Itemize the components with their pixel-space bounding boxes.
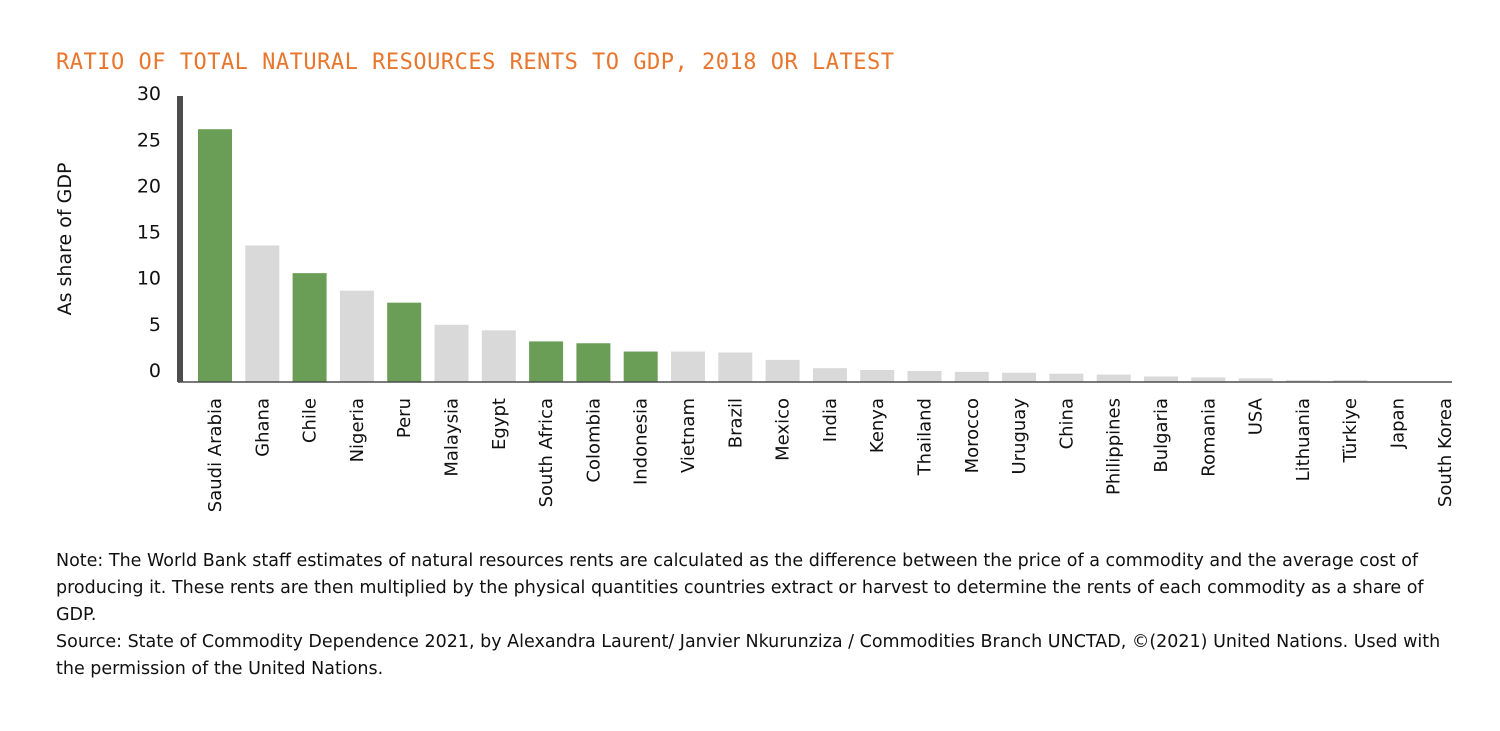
x-axis-labels: Saudi Arabia Ghana Chile Nigeria Peru Malaysi…: [205, 397, 1456, 512]
bar: [812, 368, 847, 382]
x-tick-label: Malaysia: [442, 398, 463, 477]
y-tick-label: 5: [149, 314, 161, 336]
bar: [954, 371, 989, 382]
source-text: Source: State of Commodity Dependence 20…: [56, 632, 1441, 679]
bar: [765, 359, 800, 382]
x-tick-label: South Africa: [536, 398, 557, 507]
x-tick-label: Indonesia: [631, 398, 652, 485]
x-tick-label: Vietnam: [678, 398, 699, 473]
y-tick-label: 30: [137, 83, 161, 105]
bar: [434, 324, 469, 382]
x-tick-label: Brazil: [725, 398, 746, 448]
x-tick-label: Thailand: [915, 398, 936, 476]
bar: [529, 341, 564, 382]
x-tick-label: Türkiye: [1340, 398, 1361, 464]
bars: [198, 129, 1368, 382]
bar: [718, 352, 753, 382]
bar: [907, 370, 942, 382]
x-tick-label: Saudi Arabia: [205, 398, 226, 512]
bar: [1285, 380, 1320, 382]
bar: [1333, 380, 1368, 382]
x-tick-label: South Korea: [1435, 398, 1456, 507]
bar: [1144, 376, 1178, 382]
bar: [1049, 373, 1084, 382]
bar: [576, 343, 611, 382]
x-tick-label: Ghana: [252, 398, 273, 457]
y-tick-label: 25: [137, 129, 161, 151]
bar: [245, 245, 280, 382]
bar: [481, 330, 516, 382]
y-tick-label: 20: [137, 175, 161, 197]
x-tick-label: Colombia: [583, 398, 604, 483]
bar: [1191, 377, 1226, 382]
bar: [198, 129, 232, 382]
x-tick-label: Peru: [394, 398, 415, 438]
bar: [623, 351, 658, 382]
x-tick-label: Egypt: [489, 398, 510, 450]
x-tick-label: Morocco: [962, 398, 983, 473]
notes-block: Note: The World Bank staff estimates of …: [56, 548, 1456, 683]
x-tick-label: Mexico: [773, 398, 794, 461]
bar: [387, 302, 422, 382]
x-tick-label: Nigeria: [347, 398, 368, 462]
bar: [1096, 374, 1131, 382]
note-text: Note: The World Bank staff estimates of …: [56, 551, 1424, 625]
bar: [1002, 372, 1037, 382]
y-axis-label: As share of GDP: [54, 163, 76, 316]
x-tick-label: India: [820, 398, 841, 442]
x-tick-label: Chile: [300, 398, 321, 443]
chart-title: RATIO OF TOTAL NATURAL RESOURCES RENTS T…: [56, 50, 895, 75]
bar-chart: 0 5 10 15 20 25 30 Saudi Arabia Ghana Chile Niger…: [54, 83, 1456, 512]
y-axis-ticks: 0 5 10 15 20 25 30: [137, 83, 161, 382]
x-tick-label: Japan: [1388, 398, 1409, 449]
x-tick-label: Bulgaria: [1151, 398, 1172, 473]
x-tick-label: China: [1056, 398, 1077, 449]
y-tick-label: 0: [149, 360, 161, 382]
x-tick-label: USA: [1246, 397, 1267, 435]
x-tick-label: Lithuania: [1293, 398, 1314, 481]
bar: [860, 370, 895, 382]
x-tick-label: Romania: [1198, 398, 1219, 477]
x-tick-label: Philippines: [1104, 398, 1125, 495]
y-tick-label: 10: [137, 268, 161, 290]
x-tick-label: Uruguay: [1009, 398, 1030, 475]
bar: [339, 290, 374, 382]
bar: [1238, 378, 1273, 382]
bar: [292, 273, 327, 382]
bar: [671, 351, 705, 382]
x-tick-label: Kenya: [867, 398, 888, 453]
y-tick-label: 15: [137, 222, 161, 244]
